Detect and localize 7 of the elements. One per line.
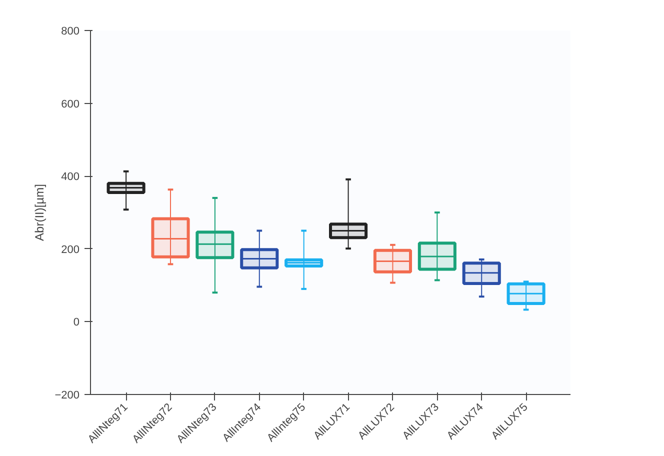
y-axis-title: Abr(II)[µm]	[32, 184, 47, 241]
y-tick-label: 400	[61, 171, 80, 184]
y-tick-label: 0	[73, 316, 80, 329]
y-tick-label: 200	[61, 244, 80, 256]
y-tick-label: 800	[61, 26, 80, 38]
y-tick-label: −200	[54, 390, 80, 402]
y-tick-label: 600	[61, 98, 80, 110]
